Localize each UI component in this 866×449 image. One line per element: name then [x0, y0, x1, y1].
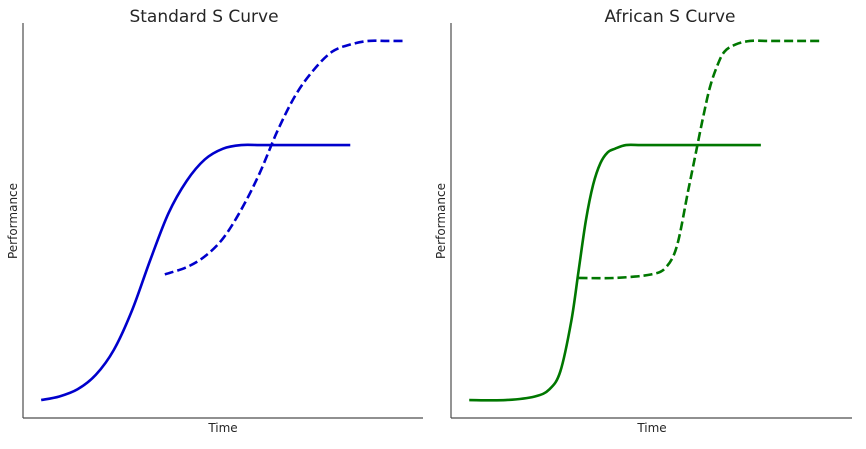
dashed-series-line	[578, 39, 823, 280]
african-s-curve-panel: African S Curve Time Performance	[434, 7, 852, 435]
standard-s-curve-panel: Standard S Curve Time Performance	[6, 7, 423, 435]
x-axis-label: Time	[636, 421, 666, 435]
dashed-series-line	[164, 39, 405, 276]
chart-title: Standard S Curve	[129, 7, 278, 27]
series-layer	[40, 39, 405, 402]
solid-series-line	[40, 143, 351, 402]
series-layer	[469, 39, 823, 402]
y-axis-label: Performance	[434, 183, 448, 259]
chart-title: African S Curve	[604, 7, 735, 27]
x-axis-label: Time	[207, 421, 237, 435]
y-axis-label: Performance	[6, 183, 20, 259]
solid-series-line	[469, 143, 761, 402]
